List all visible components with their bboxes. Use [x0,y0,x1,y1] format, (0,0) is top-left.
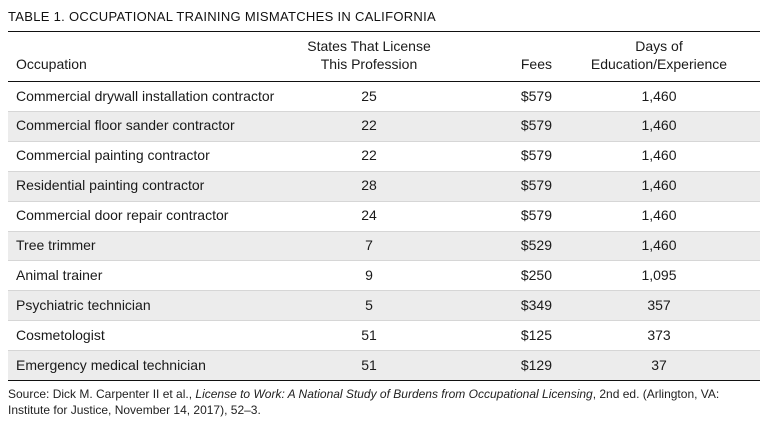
header-line: Fees [520,55,552,72]
cell-states: 9 [365,266,373,283]
table-row: Commercial painting contractor 22 $579 1,46… [8,141,760,171]
cell-days: 1,460 [641,147,677,164]
cell-occupation: Commercial painting contractor [16,147,210,164]
cell-occupation: Tree trimmer [16,237,96,254]
cell-days: 373 [647,326,671,343]
cell-states: 7 [365,237,373,254]
cell-states: 51 [361,326,377,343]
header-line: This Profession [320,55,418,72]
table-row: Commercial floor sander contractor 22 $579… [8,111,760,142]
cell-occupation: Commercial door repair contractor [16,207,229,224]
cell-days: 1,460 [641,87,677,104]
cell-fees: $579 [520,117,552,134]
cell-days: 1,460 [641,207,677,224]
col-header-fees: Fees [458,32,558,82]
header-line: Days of [635,38,683,54]
cell-fees: $349 [520,296,552,313]
cell-states: 51 [361,356,377,373]
source-note: Source: Dick M. Carpenter II et al., Lic… [8,387,758,419]
source-work-title: License to Work: A National Study of Bur… [195,387,593,402]
table-row: Animal trainer 9 $250 1,095 [8,260,760,291]
cell-days: 37 [651,356,667,373]
table-row: Tree trimmer 7 $529 1,460 [8,231,760,261]
cell-days: 357 [647,296,671,313]
cell-fees: $579 [520,177,552,194]
cell-occupation: Commercial floor sander contractor [16,117,235,134]
cell-fees: $125 [520,326,552,343]
cell-occupation: Emergency medical technician [16,356,206,373]
col-header-occupation: Occupation [8,32,280,82]
table-row: Psychiatric technician 5 $349 357 [8,290,760,321]
cell-states: 22 [361,147,377,164]
occupational-training-table: Occupation States That License This Prof… [8,32,760,382]
cell-states: 22 [361,117,377,134]
table-title: TABLE 1. OCCUPATIONAL TRAINING MISMATCHE… [8,5,760,32]
header-line: Education/Experience [590,55,728,72]
table-row: Commercial drywall installation contract… [8,82,760,112]
cell-occupation: Psychiatric technician [16,296,151,313]
col-header-days-of-education: Days of Education/Experience [558,32,760,82]
header-line: States That License [307,38,431,54]
cell-fees: $579 [520,207,552,224]
table-body: Commercial drywall installation contract… [8,82,760,381]
table-header: Occupation States That License This Prof… [8,32,760,82]
table-row: Cosmetologist 51 $125 373 [8,320,760,351]
cell-days: 1,460 [641,237,677,254]
table-row: Residential painting contractor 28 $579 1,4… [8,171,760,202]
cell-fees: $579 [520,87,552,104]
col-header-states-that-license: States That License This Profession [280,32,458,82]
cell-fees: $579 [520,147,552,164]
cell-days: 1,460 [641,117,677,134]
cell-occupation: Animal trainer [16,266,103,283]
cell-occupation: Commercial drywall installation contract… [16,87,275,104]
cell-days: 1,095 [641,266,677,283]
cell-fees: $529 [520,237,552,254]
header-row: Occupation States That License This Prof… [8,32,760,82]
cell-occupation: Cosmetologist [16,326,105,343]
cell-occupation: Residential painting contractor [16,177,205,194]
cell-states: 24 [361,207,377,224]
table-row: Emergency medical technician 51 $129 37 [8,350,760,381]
cell-states: 25 [361,87,377,104]
cell-days: 1,460 [641,177,677,194]
table-row: Commercial door repair contractor 24 $579 1… [8,201,760,231]
source-suffix: , 2nd ed. (Arlington, VA: Institute for … [8,387,720,417]
cell-fees: $129 [520,356,552,373]
cell-fees: $250 [520,266,552,283]
header-line: Occupation [16,55,87,72]
cell-states: 28 [361,177,377,194]
source-prefix: Source: Dick M. Carpenter II et al., [8,387,196,402]
cell-states: 5 [365,296,373,313]
